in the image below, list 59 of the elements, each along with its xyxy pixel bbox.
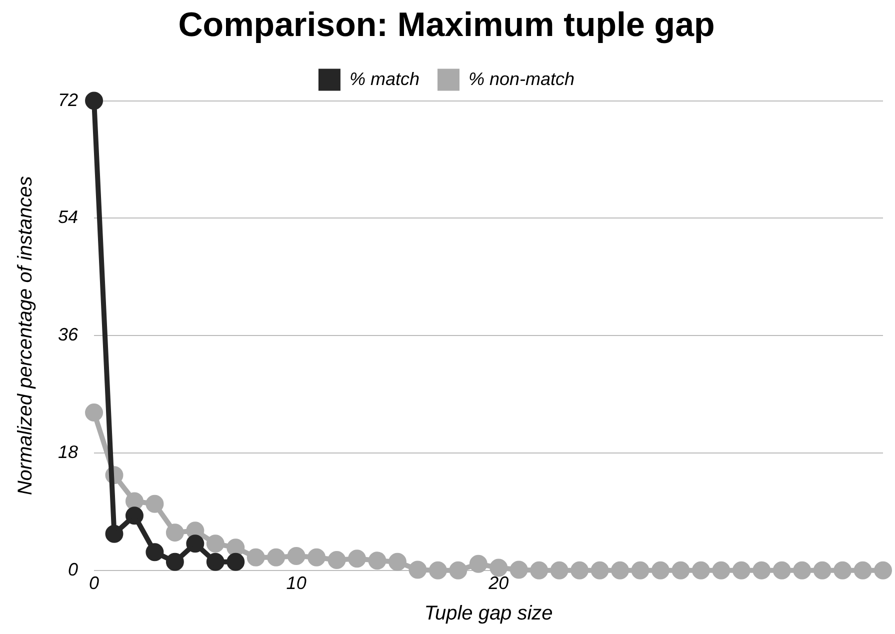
point xyxy=(125,506,144,525)
point xyxy=(226,552,245,571)
point xyxy=(348,550,366,568)
point xyxy=(449,561,468,580)
point xyxy=(510,560,528,579)
point xyxy=(712,561,730,580)
point xyxy=(530,561,548,580)
point xyxy=(752,561,771,580)
point xyxy=(854,561,872,580)
legend-label: % match xyxy=(349,68,420,89)
point xyxy=(146,543,164,562)
chart-title: Comparison: Maximum tuple gap xyxy=(178,6,715,44)
point xyxy=(85,404,104,422)
x-tick-label: 20 xyxy=(488,573,509,594)
x-axis-title: Tuple gap size xyxy=(424,602,553,625)
point xyxy=(267,548,286,566)
point xyxy=(611,561,630,580)
y-tick-label: 0 xyxy=(68,559,78,580)
point xyxy=(308,548,326,566)
x-tick-label: 10 xyxy=(286,573,306,594)
point xyxy=(490,558,508,577)
x-tick-label: 0 xyxy=(89,573,100,594)
point xyxy=(125,492,144,510)
y-tick-label: 18 xyxy=(58,442,78,462)
point xyxy=(672,561,690,580)
point xyxy=(206,552,224,571)
point xyxy=(570,561,589,580)
point xyxy=(428,561,447,580)
point xyxy=(246,548,265,566)
point xyxy=(206,534,224,553)
point xyxy=(328,550,346,569)
y-tick-label: 54 xyxy=(58,207,78,228)
point xyxy=(651,561,670,580)
point xyxy=(631,561,650,580)
point xyxy=(146,494,164,513)
point xyxy=(226,538,245,557)
point xyxy=(874,561,892,580)
legend-label: % non-match xyxy=(468,68,575,89)
point xyxy=(732,561,750,580)
point xyxy=(550,561,568,580)
point xyxy=(85,92,104,110)
y-tick-label: 72 xyxy=(58,90,78,110)
point xyxy=(368,552,386,570)
point xyxy=(692,561,710,580)
point xyxy=(186,534,204,553)
point xyxy=(166,524,184,542)
point xyxy=(772,561,791,580)
point xyxy=(105,524,124,543)
y-tick-label: 36 xyxy=(58,324,79,345)
point xyxy=(166,552,184,571)
point xyxy=(287,547,306,566)
point xyxy=(469,554,488,573)
point xyxy=(813,561,832,580)
point xyxy=(793,561,812,580)
point xyxy=(388,552,406,571)
point xyxy=(408,560,427,579)
point xyxy=(590,561,609,580)
y-axis-title: Normalized percentage of instances xyxy=(14,176,37,496)
point xyxy=(834,561,852,580)
